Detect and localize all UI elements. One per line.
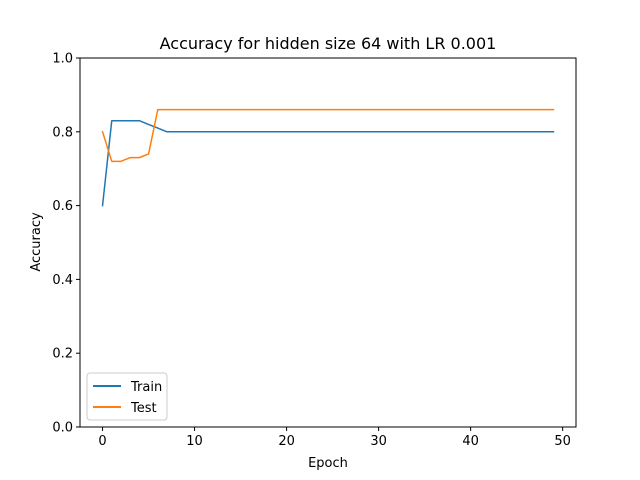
y-tick-label: 0.0 [52, 421, 73, 436]
chart-title: Accuracy for hidden size 64 with LR 0.00… [160, 34, 497, 53]
series-line-train [101, 119, 555, 207]
x-tick-label: 10 [186, 434, 203, 449]
x-tick-label: 40 [462, 434, 479, 449]
x-tick-label: 50 [554, 434, 571, 449]
x-tick-label: 30 [370, 434, 387, 449]
y-tick-label: 0.2 [52, 347, 73, 362]
legend-label-test: Test [130, 401, 157, 416]
y-tick-label: 0.8 [52, 125, 73, 140]
x-axis-label: Epoch [308, 456, 348, 471]
y-tick-label: 0.6 [52, 199, 73, 214]
legend-label-train: Train [130, 380, 162, 395]
y-axis-label: Accuracy [29, 212, 44, 272]
y-tick-label: 0.4 [52, 273, 73, 288]
series-layer [101, 108, 555, 207]
y-tick-label: 1.0 [52, 52, 73, 67]
legend-box [86, 372, 168, 421]
series-line-test [101, 108, 555, 163]
x-axis-ticks: 0 10 20 30 40 50 [98, 427, 571, 449]
y-axis-ticks: 0.0 0.2 0.4 0.6 0.8 1.0 [52, 52, 80, 436]
x-tick-label: 20 [278, 434, 295, 449]
plot-frame [79, 57, 577, 428]
legend: Train Test [86, 372, 168, 421]
x-tick-label: 0 [98, 434, 106, 449]
